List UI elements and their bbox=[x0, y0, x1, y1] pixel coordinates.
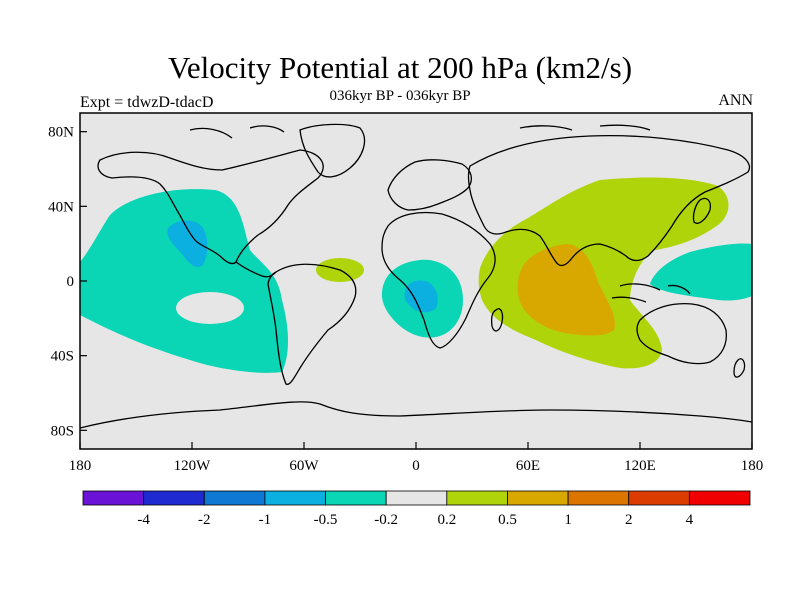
plot-subtitle: 036kyr BP - 036kyr BP bbox=[329, 88, 471, 104]
colorbar-swatch bbox=[203, 490, 266, 506]
colorbar-label: -4 bbox=[137, 512, 150, 528]
colorbar-swatch bbox=[567, 490, 630, 506]
lon-tick-label: 120W bbox=[174, 458, 212, 474]
strong-negative-mexico bbox=[167, 220, 208, 268]
lon-tick-label: 180 bbox=[69, 458, 92, 474]
plot-title: Velocity Potential at 200 hPa (km2/s) bbox=[167, 50, 633, 85]
strong-negative-africa bbox=[404, 280, 438, 313]
colorbar-swatch bbox=[628, 490, 690, 506]
colorbar-swatch bbox=[688, 490, 751, 506]
lat-tick-label: 40S bbox=[51, 349, 74, 365]
lon-tick-label: 120E bbox=[624, 458, 656, 474]
colorbar-label: -0.5 bbox=[314, 512, 338, 528]
colorbar-label: -0.2 bbox=[374, 512, 398, 528]
colorbar-label: 0.5 bbox=[498, 512, 517, 528]
lat-tick-label: 40N bbox=[48, 199, 74, 215]
colorbar-swatch bbox=[264, 490, 326, 506]
colorbar-swatch bbox=[82, 490, 145, 506]
lat-tick-label: 0 bbox=[67, 274, 75, 290]
axis-ticks: 80N 40N 0 40S 80S 180 120W 60W 0 60E 120E 180 bbox=[48, 125, 763, 474]
lon-tick-label: 180 bbox=[741, 458, 764, 474]
lon-tick-label: 60W bbox=[289, 458, 319, 474]
colorbar-label: 2 bbox=[625, 512, 633, 528]
colorbar-label: 1 bbox=[564, 512, 572, 528]
lat-tick-label: 80N bbox=[48, 125, 74, 141]
colorbar-label: 4 bbox=[686, 512, 694, 528]
lat-tick-label: 80S bbox=[51, 423, 74, 439]
colorbar-swatch bbox=[325, 490, 387, 506]
colorbar-swatch bbox=[385, 490, 448, 506]
colorbar-label: 0.2 bbox=[437, 512, 456, 528]
colorbar-label: -1 bbox=[259, 512, 272, 528]
lon-tick-label: 0 bbox=[412, 458, 420, 474]
season-label: ANN bbox=[718, 92, 753, 109]
coastlines bbox=[80, 123, 752, 429]
colorbar: -4 -2 -1 -0.5 -0.2 0.2 0.5 1 2 4 bbox=[82, 490, 751, 528]
neutral-hole-pacific bbox=[176, 292, 244, 324]
strong-positive-indian-ocean bbox=[517, 244, 615, 336]
negative-anomaly-pacific bbox=[80, 189, 288, 373]
colorbar-swatch bbox=[446, 490, 508, 506]
colorbar-swatch bbox=[507, 490, 569, 506]
lon-tick-label: 60E bbox=[516, 458, 540, 474]
experiment-label: Expt = tdwzD-tdacD bbox=[80, 94, 214, 111]
colorbar-swatch bbox=[143, 490, 205, 506]
colorbar-label: -2 bbox=[198, 512, 211, 528]
